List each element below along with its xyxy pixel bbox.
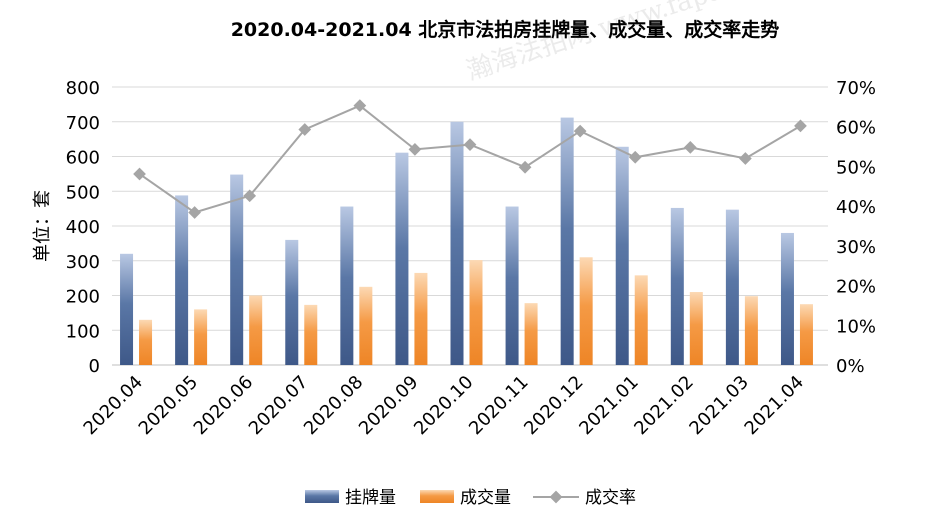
y2-tick-label: 20% [836,277,876,298]
bar-deal [414,272,428,365]
rate-line [133,99,807,219]
watermark-text: 瀚海法拍网 www.fapai.cn [463,0,772,87]
y-tick-label: 0 [89,356,100,377]
x-tick-label: 2020.06 [190,372,257,439]
bar-listing [285,239,299,365]
rate-point [243,189,257,203]
y-axis-label: 单位：套 [32,190,53,262]
rate-point [518,160,532,174]
x-tick-label: 2020.09 [355,372,422,439]
bar-deal [304,304,318,365]
bar-deal [139,319,153,365]
rate-point [463,138,477,151]
bar-deal [689,292,703,365]
y-tick-label: 100 [66,321,100,342]
y2-tick-label: 0% [836,356,865,377]
x-tick-label: 2021.01 [575,372,642,439]
rate-point [573,124,587,138]
y2-tick-label: 60% [836,118,876,139]
rate-point [353,99,367,113]
bar-listing [560,117,574,365]
bar-listing [450,121,464,365]
legend-label-deal: 成交量 [460,488,511,508]
x-tick-label: 2020.05 [135,372,202,439]
y2-tick-label: 10% [836,316,876,337]
y-tick-label: 200 [66,287,100,308]
rate-point [298,123,312,136]
chart-title: 2020.04-2021.04 北京市法拍房挂牌量、成交量、成交率走势 [231,18,780,41]
bar-listing [505,206,519,365]
y-tick-label: 800 [66,78,100,99]
bar-listing [725,209,739,365]
x-tick-label: 2020.08 [300,372,367,439]
bar-deal [579,257,593,365]
bar-listing [395,152,409,365]
x-tick-label: 2020.10 [410,372,477,439]
rate-point [739,152,752,165]
y-tick-label: 700 [66,113,100,134]
x-tick-label: 2021.03 [685,372,752,439]
bar-deal [634,275,648,365]
bar-listing [120,253,134,365]
y2-tick-label: 30% [836,237,876,258]
y2-tick-label: 50% [836,157,876,178]
bar-deal [469,260,483,365]
legend-swatch-listing [305,490,339,503]
rate-point [628,150,642,164]
bar-deal [744,296,758,365]
bar-listing [175,195,189,365]
y-tick-label: 400 [66,217,100,238]
bar-listing [780,232,794,365]
bar-deal [524,303,538,365]
watermark: 瀚海法拍网 www.fapai.cn [463,0,772,87]
legend-swatch-rate-marker [549,490,563,504]
x-axis: 2020.042020.052020.062020.072020.082020.… [80,372,808,439]
bar-listing [670,207,684,365]
y-axis-left: 0 100 200 300 400 500 600 700 800 [66,78,100,377]
bars [120,117,813,365]
bar-deal [799,304,813,365]
legend-label-listing: 挂牌量 [345,488,396,508]
bar-listing [340,206,354,365]
legend: 挂牌量 成交量 成交率 [305,488,636,508]
rate-point [408,142,422,156]
y-tick-label: 600 [66,148,100,169]
x-tick-label: 2020.12 [520,372,587,439]
bar-deal [359,286,373,365]
y-tick-label: 500 [66,182,100,203]
bar-listing [615,146,629,365]
rate-point [683,141,697,154]
bar-listing [230,174,244,365]
rate-point [188,206,201,219]
y2-tick-label: 70% [836,78,876,99]
y-axis-right: 0% 10% 20% 30% 40% 50% 60% 70% [836,78,876,377]
y-tick-label: 300 [66,252,100,273]
bar-deal [249,295,263,365]
x-tick-label: 2021.02 [630,372,697,439]
x-tick-label: 2021.04 [741,372,808,439]
legend-label-rate: 成交率 [585,488,636,508]
legend-swatch-deal [420,490,454,503]
bar-deal [194,309,208,365]
x-tick-label: 2020.11 [465,372,532,439]
x-tick-label: 2020.07 [245,372,312,439]
y2-tick-label: 40% [836,197,876,218]
x-tick-label: 2020.04 [80,372,147,439]
rate-point [133,167,146,181]
